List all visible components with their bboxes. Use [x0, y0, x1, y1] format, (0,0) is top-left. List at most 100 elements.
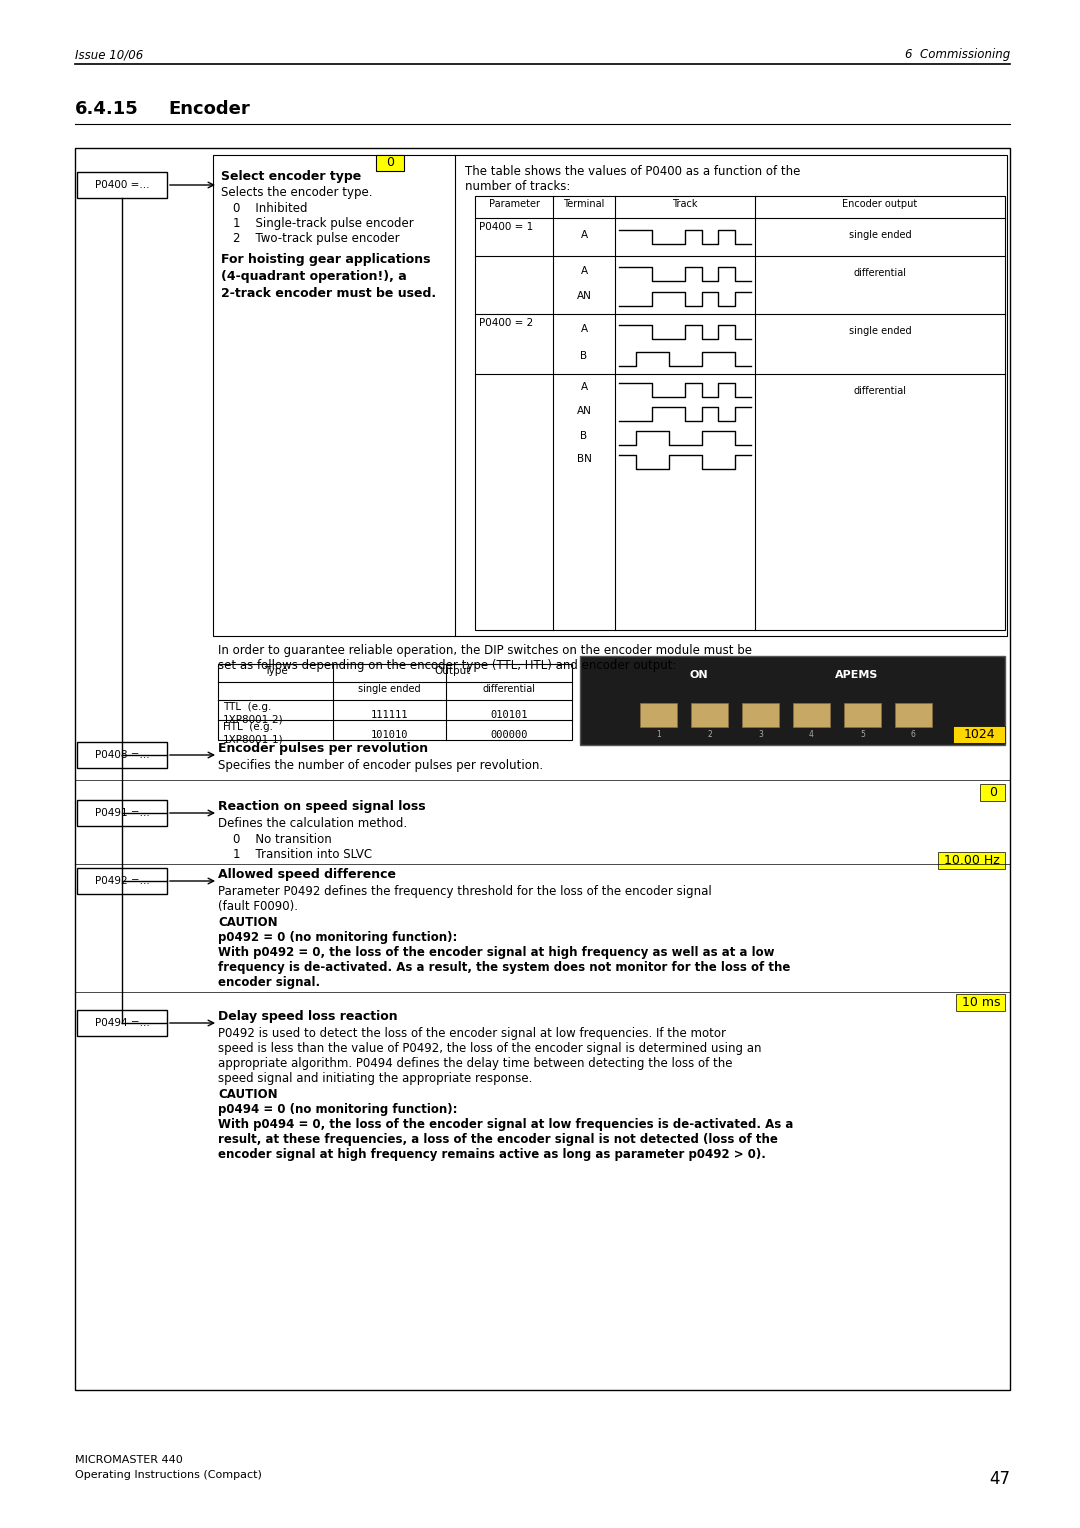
Text: 3: 3	[758, 730, 762, 740]
Bar	[77, 173, 167, 199]
Bar	[956, 995, 1005, 1012]
Text: 10.00 Hz: 10.00 Hz	[944, 854, 1000, 868]
Text: A: A	[580, 266, 588, 277]
Bar	[77, 801, 167, 827]
Text: A: A	[580, 231, 588, 240]
Text: (fault F0090).: (fault F0090).	[218, 900, 298, 914]
Text: 6: 6	[910, 730, 916, 740]
Text: Defines the calculation method.: Defines the calculation method.	[218, 817, 407, 830]
Bar	[793, 703, 831, 727]
Text: Select encoder type: Select encoder type	[221, 170, 361, 183]
Text: 000000: 000000	[490, 730, 528, 740]
Text: With p0492 = 0, the loss of the encoder signal at high frequency as well as at a: With p0492 = 0, the loss of the encoder …	[218, 946, 774, 960]
Text: p0494 = 0 (no monitoring function):: p0494 = 0 (no monitoring function):	[218, 1103, 458, 1115]
Text: 1024: 1024	[963, 729, 995, 741]
Text: single ended: single ended	[849, 231, 912, 240]
Text: speed signal and initiating the appropriate response.: speed signal and initiating the appropri…	[218, 1073, 532, 1085]
Text: With p0494 = 0, the loss of the encoder signal at low frequencies is de-activate: With p0494 = 0, the loss of the encoder …	[218, 1118, 794, 1131]
Bar	[843, 703, 881, 727]
Text: ON: ON	[690, 669, 708, 680]
Text: 6  Commissioning: 6 Commissioning	[905, 47, 1010, 61]
Text: P0492 is used to detect the loss of the encoder signal at low frequencies. If th: P0492 is used to detect the loss of the …	[218, 1027, 726, 1041]
Bar	[475, 196, 1005, 630]
Text: 0    No transition: 0 No transition	[233, 833, 332, 847]
Text: A: A	[580, 382, 588, 393]
Text: 47: 47	[989, 1470, 1010, 1488]
Bar	[213, 154, 1007, 636]
Text: encoder signal at high frequency remains active as long as parameter p0492 > 0).: encoder signal at high frequency remains…	[218, 1148, 766, 1161]
Text: Encoder pulses per revolution: Encoder pulses per revolution	[218, 743, 428, 755]
Text: Parameter P0492 defines the frequency threshold for the loss of the encoder sign: Parameter P0492 defines the frequency th…	[218, 885, 712, 898]
Text: differential: differential	[853, 267, 906, 278]
Text: In order to guarantee reliable operation, the DIP switches on the encoder module: In order to guarantee reliable operation…	[218, 643, 752, 657]
Text: P0492 =...: P0492 =...	[95, 876, 149, 886]
Text: B: B	[580, 431, 588, 442]
Text: number of tracks:: number of tracks:	[465, 180, 570, 193]
Bar	[639, 703, 677, 727]
Text: APEMS: APEMS	[835, 669, 878, 680]
Text: Type: Type	[264, 666, 287, 675]
Text: MICROMASTER 440: MICROMASTER 440	[75, 1455, 183, 1465]
Text: 1XP8001-2): 1XP8001-2)	[222, 714, 284, 724]
Text: 4: 4	[809, 730, 814, 740]
Text: Issue 10/06: Issue 10/06	[75, 47, 144, 61]
Text: Parameter: Parameter	[488, 199, 540, 209]
Text: Selects the encoder type.: Selects the encoder type.	[221, 186, 373, 199]
Text: 1    Single-track pulse encoder: 1 Single-track pulse encoder	[233, 217, 414, 231]
Text: Terminal: Terminal	[564, 199, 605, 209]
Bar	[939, 853, 1005, 869]
Bar	[376, 154, 404, 171]
Text: Operating Instructions (Compact): Operating Instructions (Compact)	[75, 1470, 261, 1481]
Text: 1: 1	[656, 730, 661, 740]
Text: 0: 0	[989, 787, 997, 799]
Bar	[218, 665, 572, 740]
Text: CAUTION: CAUTION	[218, 915, 278, 929]
Text: (4-quadrant operation!), a: (4-quadrant operation!), a	[221, 270, 407, 283]
Text: result, at these frequencies, a loss of the encoder signal is not detected (loss: result, at these frequencies, a loss of …	[218, 1132, 778, 1146]
Text: appropriate algorithm. P0494 defines the delay time between detecting the loss o: appropriate algorithm. P0494 defines the…	[218, 1057, 732, 1070]
Text: The table shows the values of P0400 as a function of the: The table shows the values of P0400 as a…	[465, 165, 800, 177]
Text: 010101: 010101	[490, 711, 528, 720]
Text: TTL  (e.g.: TTL (e.g.	[222, 701, 271, 712]
Bar	[742, 703, 780, 727]
Text: differential: differential	[853, 387, 906, 396]
Text: A: A	[580, 324, 588, 335]
Text: Specifies the number of encoder pulses per revolution.: Specifies the number of encoder pulses p…	[218, 759, 543, 772]
Bar	[77, 868, 167, 894]
Text: 1XP8001-1): 1XP8001-1)	[222, 733, 284, 744]
Text: P0494 =...: P0494 =...	[95, 1018, 149, 1028]
Bar	[690, 703, 728, 727]
Text: single ended: single ended	[849, 325, 912, 336]
Text: set as follows depending on the encoder type (TTL, HTL) and encoder output:: set as follows depending on the encoder …	[218, 659, 676, 672]
Text: 0    Inhibited: 0 Inhibited	[233, 202, 308, 215]
Text: 101010: 101010	[370, 730, 408, 740]
Text: Track: Track	[672, 199, 698, 209]
Bar	[980, 784, 1005, 801]
Text: 2-track encoder must be used.: 2-track encoder must be used.	[221, 287, 436, 299]
Text: 10 ms: 10 ms	[962, 996, 1000, 1010]
Text: For hoisting gear applications: For hoisting gear applications	[221, 254, 431, 266]
Text: p0492 = 0 (no monitoring function):: p0492 = 0 (no monitoring function):	[218, 931, 457, 944]
Text: AN: AN	[577, 290, 592, 301]
Text: 1    Transition into SLVC: 1 Transition into SLVC	[233, 848, 373, 860]
Text: encoder signal.: encoder signal.	[218, 976, 320, 989]
Text: frequency is de-activated. As a result, the system does not monitor for the loss: frequency is de-activated. As a result, …	[218, 961, 791, 973]
Text: Allowed speed difference: Allowed speed difference	[218, 868, 396, 882]
Text: P0408 =...: P0408 =...	[95, 750, 149, 759]
Text: BN: BN	[577, 454, 592, 465]
Text: differential: differential	[483, 685, 536, 694]
Text: AN: AN	[577, 406, 592, 416]
Text: P0400 = 1: P0400 = 1	[480, 222, 534, 232]
Bar	[77, 1010, 167, 1036]
Text: 6.4.15: 6.4.15	[75, 99, 138, 118]
Bar	[580, 656, 1005, 746]
Text: Encoder output: Encoder output	[842, 199, 918, 209]
Text: 2    Two-track pulse encoder: 2 Two-track pulse encoder	[233, 232, 400, 244]
Text: 2: 2	[707, 730, 712, 740]
Text: Output: Output	[434, 666, 471, 675]
Text: speed is less than the value of P0492, the loss of the encoder signal is determi: speed is less than the value of P0492, t…	[218, 1042, 761, 1054]
Text: 0: 0	[386, 156, 394, 170]
Bar	[953, 726, 1005, 743]
Text: HTL  (e.g.: HTL (e.g.	[222, 723, 273, 732]
Text: B: B	[580, 351, 588, 361]
